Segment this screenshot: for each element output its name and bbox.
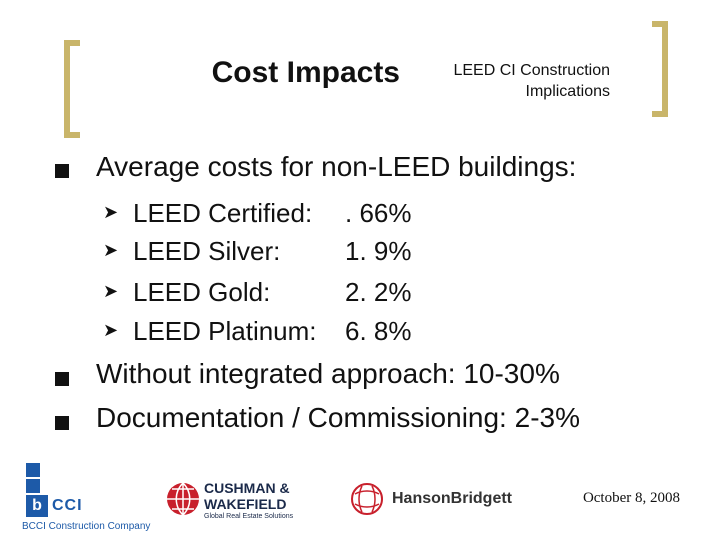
sub-bullet-value: 1. 9% (345, 236, 412, 266)
arrow-bullet-icon: ➤ (103, 240, 119, 260)
bullet-average-costs: Average costs for non-LEED buildings: (96, 151, 577, 182)
sub-bullet-label: LEED Silver: (133, 236, 281, 266)
slide-subtitle: LEED CI Construction Implications (420, 60, 610, 102)
hanson-bridgett-logo: HansonBridgett (350, 482, 540, 522)
subtitle-line-2: Implications (525, 83, 610, 100)
bcci-logo: b CCI BCCI Construction Company (22, 463, 152, 533)
bullet-documentation: Documentation / Commissioning: 2-3% (96, 402, 580, 433)
cw-tagline: Global Real Estate Solutions (204, 513, 294, 520)
sub-bullet-value: . 66% (345, 198, 412, 228)
bullet-integrated-approach: Without integrated approach: 10-30% (96, 358, 560, 389)
cushman-wakefield-logo: CUSHMAN & WAKEFIELD Global Real Estate S… (166, 478, 326, 528)
bullet-square-icon (55, 372, 69, 386)
bullet-square-icon (55, 164, 69, 178)
bullet-square-icon (55, 416, 69, 430)
bcci-letters: CCI (52, 497, 83, 514)
hb-name: HansonBridgett (392, 490, 512, 507)
left-bracket-decoration (64, 40, 80, 138)
arrow-bullet-icon: ➤ (103, 281, 119, 301)
arrow-bullet-icon: ➤ (103, 202, 119, 222)
right-bracket-decoration (652, 21, 668, 117)
sub-bullet-value: 2. 2% (345, 277, 412, 307)
logo-block-icon (26, 463, 40, 477)
cw-name-line-1: CUSHMAN & (204, 480, 290, 496)
sub-bullet-label: LEED Certified: (133, 198, 313, 228)
sub-bullet-label: LEED Gold: (133, 277, 271, 307)
bcci-caption: BCCI Construction Company (22, 521, 151, 532)
globe-icon (167, 482, 199, 516)
hb-emblem-icon (351, 483, 383, 515)
slide-date: October 8, 2008 (582, 490, 680, 506)
subtitle-line-1: LEED CI Construction (453, 62, 610, 79)
bcci-mark: b (26, 495, 48, 517)
cw-name-line-2: WAKEFIELD (204, 496, 287, 512)
arrow-bullet-icon: ➤ (103, 320, 119, 340)
sub-bullet-value: 6. 8% (345, 316, 412, 346)
logo-block-icon (26, 479, 40, 493)
sub-bullet-label: LEED Platinum: (133, 316, 317, 346)
slide-title: Cost Impacts (211, 56, 400, 89)
